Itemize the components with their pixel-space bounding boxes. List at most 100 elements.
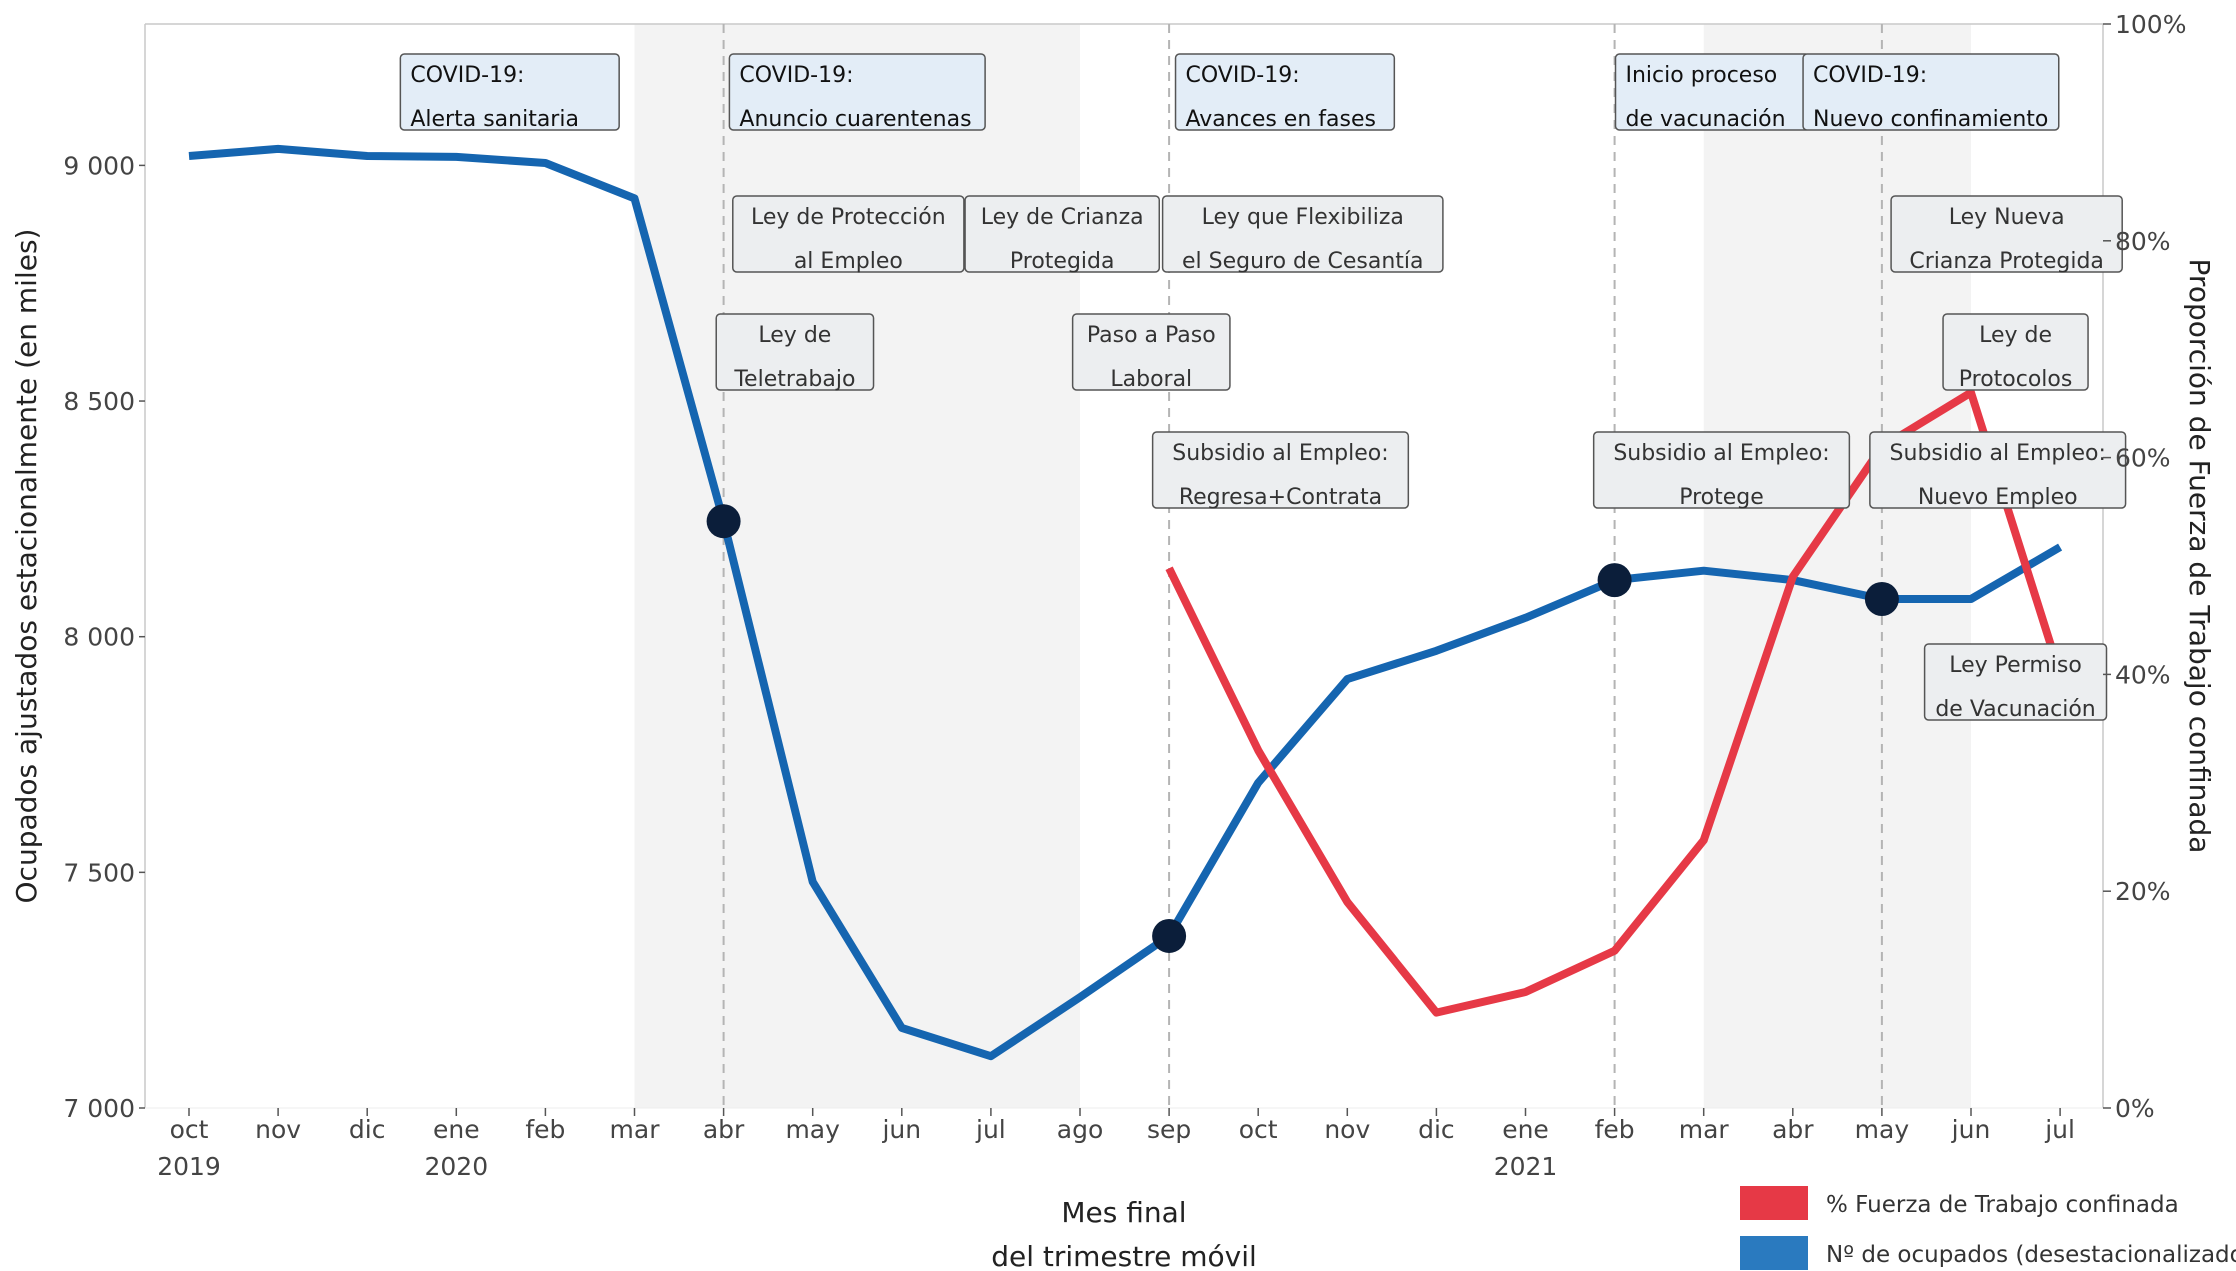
annotation-text: Alerta sanitaria: [410, 107, 579, 132]
annotation-box: Subsidio al Empleo: Protege: [1592, 431, 1851, 510]
annotation-rect: [1161, 195, 1444, 273]
legend-swatch: [1740, 1236, 1808, 1270]
annotation-text: Laboral: [1110, 367, 1192, 392]
legend-label: Nº de ocupados (desestacionalizados): [1826, 1242, 2236, 1268]
annotation-text: Protegida: [1010, 249, 1115, 274]
y-tick-label-left: 9 000: [63, 151, 135, 180]
annotation-box: COVID-19: Avances en fases: [1174, 53, 1396, 132]
annotation-box: Ley de Crianza Protegida: [964, 195, 1161, 274]
x-tick-label: feb: [1595, 1115, 1635, 1144]
x-tick-label: may: [1855, 1115, 1910, 1144]
legend-label: % Fuerza de Trabajo confinada: [1826, 1192, 2179, 1218]
y-tick-label-left: 7 000: [63, 1094, 135, 1123]
annotation-rect: [715, 313, 875, 391]
x-tick-labels: oct nov dic ene feb mar abr may jun jul ago sep oct n…: [157, 1115, 2075, 1181]
annotation-text: al Empleo: [794, 249, 903, 274]
x-tick-label: oct: [1239, 1115, 1278, 1144]
annotation-rect: [1942, 313, 2089, 391]
x-tick-label: oct: [170, 1115, 209, 1144]
annotation-box: COVID-19: Nuevo confinamiento: [1802, 53, 2060, 132]
x-axis-label: del trimestre móvil: [991, 1240, 1257, 1271]
annotation-text: Ley de Crianza: [981, 205, 1144, 230]
annotation-text: Protege: [1679, 485, 1764, 510]
annotation-rect: [1869, 431, 2127, 509]
y-tick-label-right: 20%: [2115, 877, 2171, 906]
x-year-label: 2019: [157, 1152, 221, 1181]
annotation-text: Ley de Protección: [751, 205, 946, 230]
annotation-text: de Vacunación: [1935, 697, 2095, 722]
y-tick-label-right: 60%: [2115, 444, 2171, 473]
annotation-text: Ley Permiso: [1949, 653, 2082, 678]
y-axis-label-right: Proporción de Fuerza de Trabajo confinad…: [2183, 259, 2216, 854]
annotation-rect: [728, 53, 986, 131]
x-tick-label: abr: [1772, 1115, 1814, 1144]
annotation-box: Subsidio al Empleo: Regresa+Contrata: [1151, 431, 1410, 510]
annotation-text: Subsidio al Empleo:: [1613, 441, 1829, 466]
annotation-text: Ley de: [758, 323, 831, 348]
annotation-text: Subsidio al Empleo:: [1172, 441, 1388, 466]
annotation-box: COVID-19: Anuncio cuarentenas: [728, 53, 986, 132]
x-tick-label: mar: [610, 1115, 661, 1144]
annotation-box: Inicio proceso de vacunación: [1614, 53, 1811, 132]
annotation-box: Paso a Paso Laboral: [1071, 313, 1231, 392]
legend-swatch: [1740, 1186, 1808, 1220]
annotation-text: Teletrabajo: [733, 367, 855, 392]
annotation-text: Ley que Flexibiliza: [1202, 205, 1404, 230]
x-axis-label: Mes final: [1061, 1196, 1186, 1229]
annotation-text: Ley de: [1979, 323, 2052, 348]
annotation-rect: [1151, 431, 1410, 509]
annotation-text: de vacunación: [1626, 107, 1786, 132]
shaded-periods: [634, 24, 1971, 1108]
series-lines: [188, 144, 2064, 1061]
x-tick-label: ene: [433, 1115, 480, 1144]
annotation-rect: [1890, 195, 2123, 273]
annotation-box: Ley de Protección al Empleo: [732, 195, 965, 274]
annotation-box: Ley Permiso de Vacunación: [1923, 643, 2108, 722]
annotation-rect: [1923, 643, 2108, 721]
event-marker: [1597, 563, 1632, 598]
event-marker: [1152, 918, 1187, 953]
event-marker: [1864, 581, 1899, 616]
x-tick-label: jun: [881, 1115, 921, 1144]
shaded-period-2: [1703, 24, 1971, 1108]
x-year-label: 2020: [424, 1152, 488, 1181]
y-tick-label-right: 80%: [2115, 227, 2171, 256]
annotation-box: Ley de Teletrabajo: [715, 313, 875, 392]
x-tick-label: ene: [1502, 1115, 1549, 1144]
y-tick-label-right: 100%: [2115, 10, 2186, 39]
x-tick-label: mar: [1679, 1115, 1730, 1144]
y-tick-label-left: 8 000: [63, 623, 135, 652]
annotation-text: COVID-19:: [739, 63, 853, 88]
x-tick-label: nov: [255, 1115, 301, 1144]
annotation-rect: [732, 195, 965, 273]
x-tick-label: nov: [1324, 1115, 1370, 1144]
series-line-ocupados: [188, 144, 2063, 1061]
annotation-rect: [1592, 431, 1851, 509]
event-markers: [706, 504, 1899, 953]
y-tick-label-left: 7 500: [63, 858, 135, 887]
annotation-box: Ley Nueva Crianza Protegida: [1890, 195, 2123, 274]
x-year-label: 2021: [1494, 1152, 1558, 1181]
annotation-text: Protocolos: [1959, 367, 2073, 392]
annotation-text: Inicio proceso: [1626, 63, 1778, 88]
x-tick-label: dic: [1418, 1115, 1455, 1144]
y-tick-labels-right: 0% 20% 40% 60% 80% 100%: [2103, 10, 2186, 1123]
x-tick-label: sep: [1147, 1115, 1191, 1144]
x-tick-label: dic: [349, 1115, 386, 1144]
annotation-text: Subsidio al Empleo:: [1890, 441, 2106, 466]
annotation-rect: [399, 53, 620, 131]
x-tick-label: ago: [1057, 1115, 1103, 1144]
x-tick-label: abr: [703, 1115, 745, 1144]
annotation-text: COVID-19:: [1813, 63, 1927, 88]
axis-labels: Ocupados ajustados estacionalmente (en m…: [10, 229, 2216, 1271]
y-tick-label-right: 40%: [2115, 660, 2171, 689]
annotation-text: COVID-19:: [410, 63, 524, 88]
annotation-text: COVID-19:: [1186, 63, 1300, 88]
annotation-text: Avances en fases: [1186, 107, 1376, 132]
shaded-period-1: [634, 24, 1080, 1108]
legend: % Fuerza de Trabajo confinada Nº de ocupa…: [1740, 1186, 2236, 1270]
x-tick-label: feb: [525, 1115, 565, 1144]
annotation-rect: [1174, 53, 1396, 131]
event-marker: [706, 504, 741, 539]
